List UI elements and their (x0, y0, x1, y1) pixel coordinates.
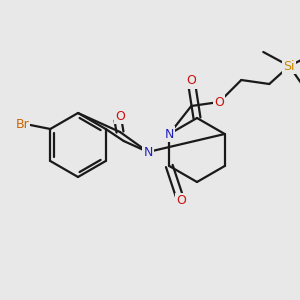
Text: Br: Br (15, 118, 29, 131)
Text: N: N (143, 146, 153, 158)
Text: Si: Si (284, 59, 295, 73)
Text: O: O (176, 194, 186, 208)
Text: O: O (115, 110, 125, 122)
Text: O: O (214, 95, 224, 109)
Text: O: O (186, 74, 196, 88)
Text: N: N (165, 128, 174, 140)
